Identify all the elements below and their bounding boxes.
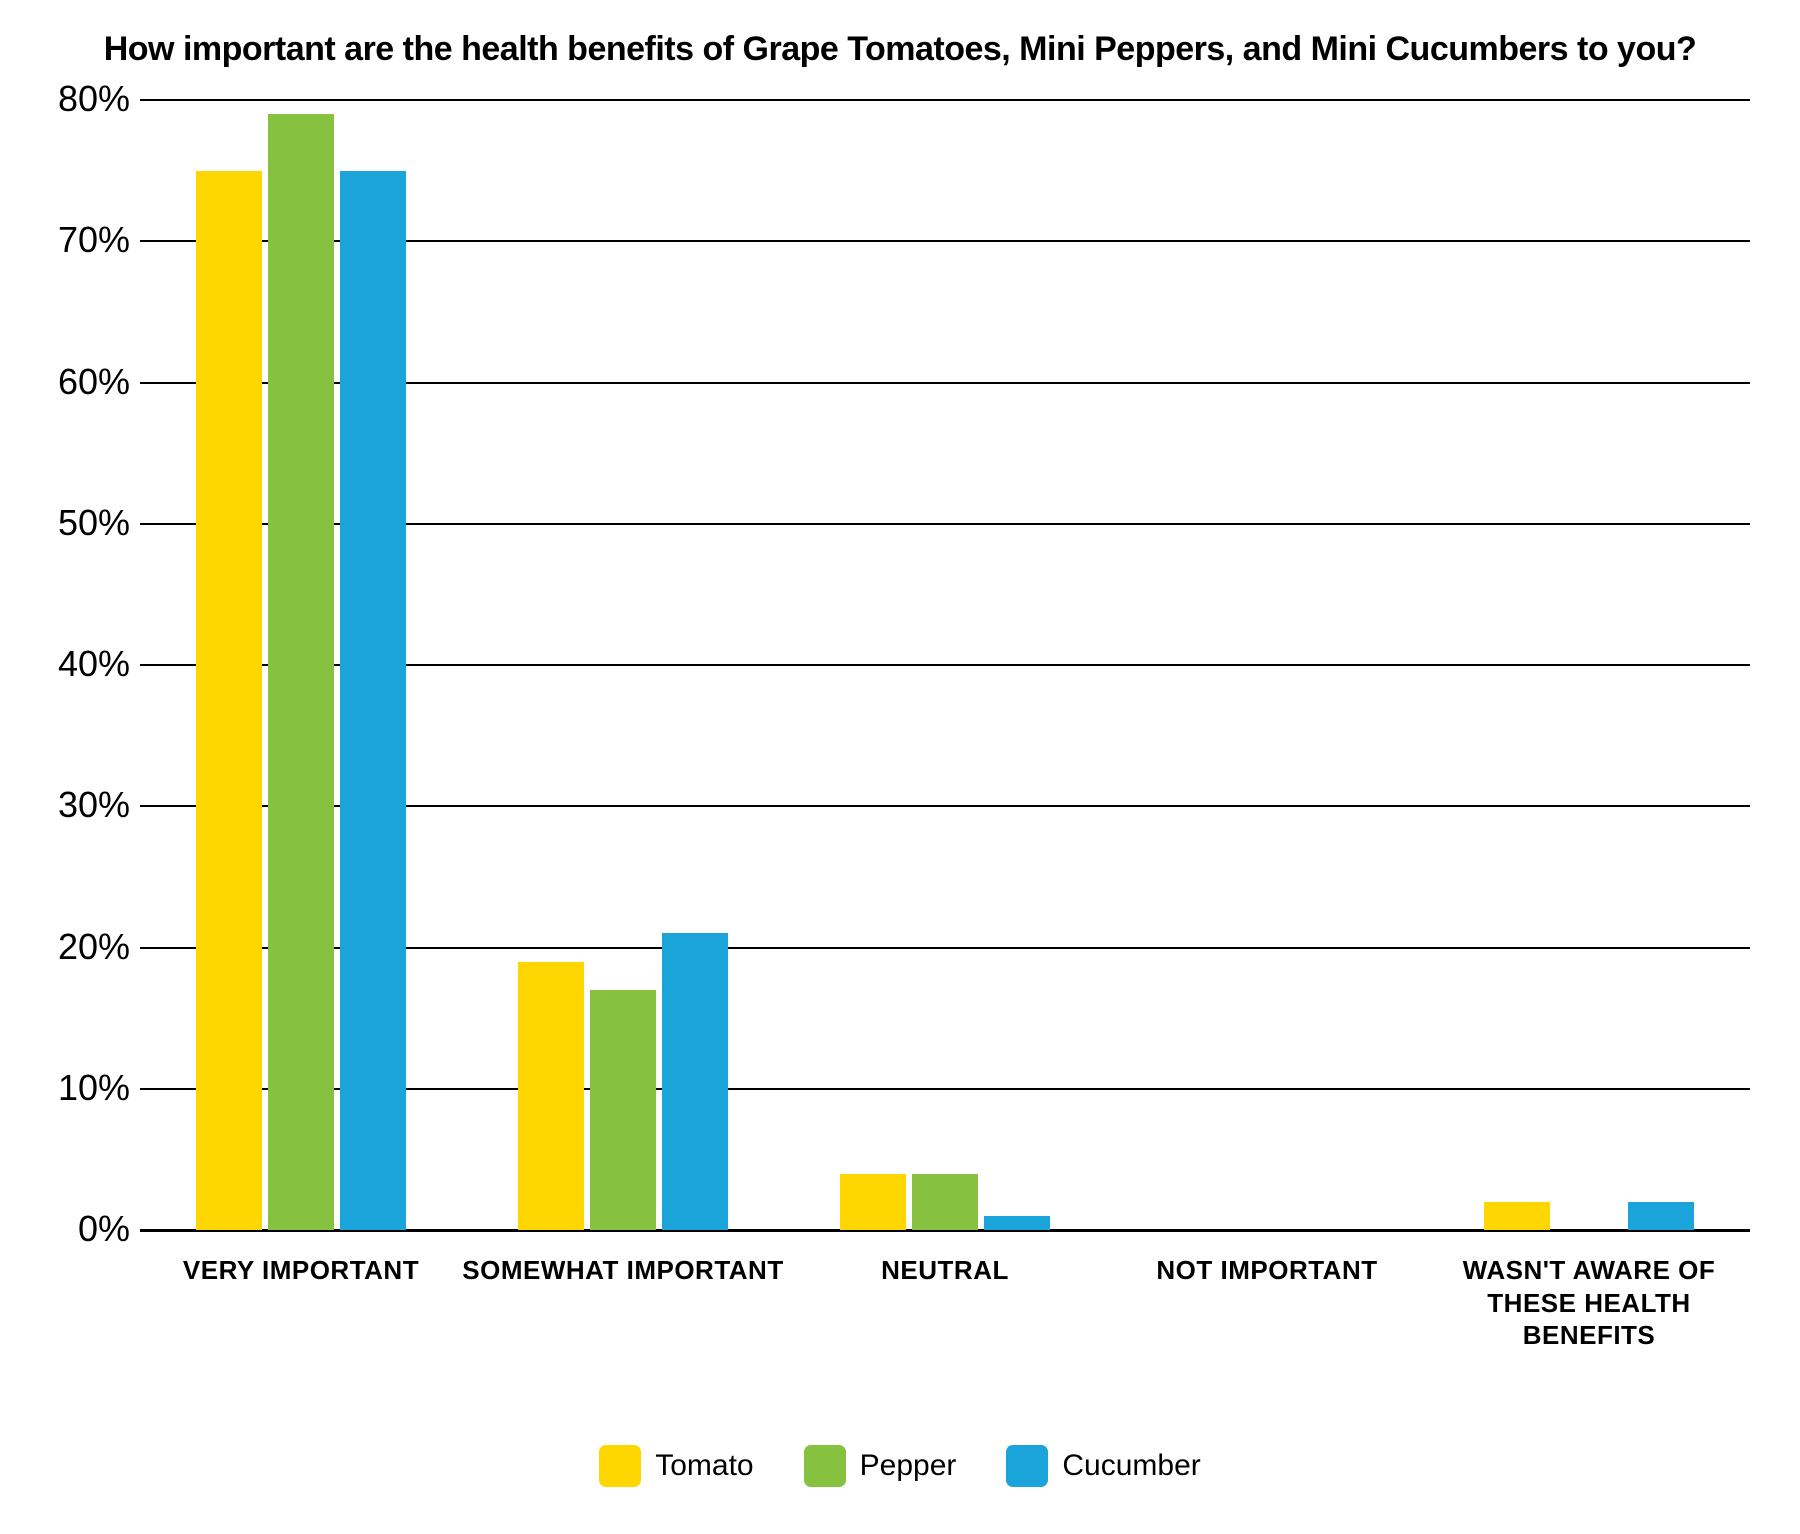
bar (984, 1216, 1050, 1230)
bar (340, 171, 406, 1230)
bar-chart: How important are the health benefits of… (0, 0, 1800, 1534)
bar (590, 990, 656, 1230)
y-axis-tick-label: 80% (20, 78, 130, 120)
bar (1628, 1202, 1694, 1230)
bar (1484, 1202, 1550, 1230)
legend-item: Pepper (804, 1445, 957, 1487)
x-axis-category-label: NEUTRAL (784, 1254, 1106, 1287)
gridline (140, 99, 1750, 101)
y-axis-tick-label: 20% (20, 926, 130, 968)
legend: Tomato Pepper Cucumber (0, 1445, 1800, 1487)
legend-swatch (599, 1445, 641, 1487)
bar (662, 933, 728, 1230)
legend-label: Cucumber (1062, 1449, 1200, 1483)
legend-swatch (1006, 1445, 1048, 1487)
y-axis-tick-label: 70% (20, 219, 130, 261)
x-axis-category-label: SOMEWHAT IMPORTANT (462, 1254, 784, 1287)
x-axis-category-label: VERY IMPORTANT (140, 1254, 462, 1287)
bar (840, 1174, 906, 1231)
y-axis-tick-label: 10% (20, 1067, 130, 1109)
y-axis-tick-label: 0% (20, 1208, 130, 1250)
plot-area (140, 100, 1750, 1230)
legend-label: Tomato (655, 1449, 753, 1483)
legend-item: Tomato (599, 1445, 753, 1487)
bar (196, 171, 262, 1230)
bar (912, 1174, 978, 1231)
legend-swatch (804, 1445, 846, 1487)
legend-item: Cucumber (1006, 1445, 1200, 1487)
y-axis-tick-label: 60% (20, 361, 130, 403)
bar (518, 962, 584, 1230)
legend-label: Pepper (860, 1449, 957, 1483)
y-axis-tick-label: 30% (20, 784, 130, 826)
chart-title: How important are the health benefits of… (0, 30, 1800, 69)
x-axis-category-label: WASN'T AWARE OF THESE HEALTH BENEFITS (1428, 1254, 1750, 1352)
y-axis-tick-label: 50% (20, 502, 130, 544)
bar (268, 114, 334, 1230)
x-axis-category-label: NOT IMPORTANT (1106, 1254, 1428, 1287)
y-axis-tick-label: 40% (20, 643, 130, 685)
